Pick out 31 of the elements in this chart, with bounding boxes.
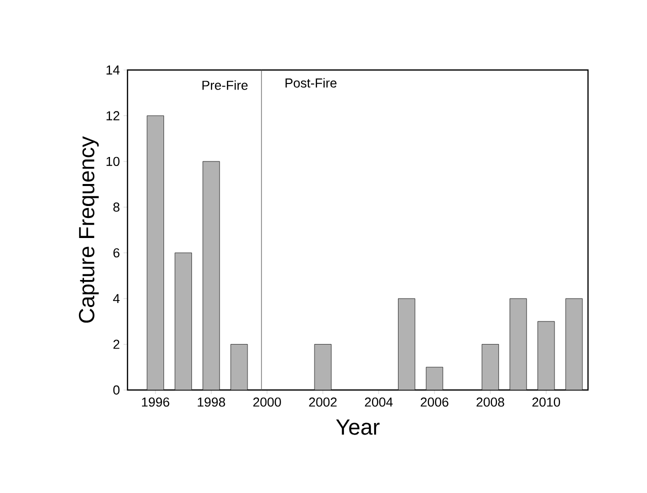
bar bbox=[426, 366, 444, 390]
bar bbox=[565, 298, 583, 390]
x-tick-label: 2008 bbox=[476, 398, 504, 407]
x-tick-label: 1998 bbox=[198, 398, 226, 407]
x-tick-label: 2006 bbox=[420, 398, 448, 407]
y-tick-label: 10 bbox=[106, 156, 120, 166]
bar bbox=[538, 321, 555, 390]
bar bbox=[398, 298, 416, 390]
x-tick-label: 2010 bbox=[532, 398, 560, 407]
x-tick-label: 2004 bbox=[364, 398, 393, 407]
x-tick-label: 2002 bbox=[309, 398, 337, 407]
x-tick-label: 1996 bbox=[142, 398, 170, 407]
bar bbox=[314, 344, 332, 390]
x-axis-title: Year bbox=[336, 420, 380, 435]
bar bbox=[174, 252, 192, 390]
annotation: Pre-Fire bbox=[202, 80, 248, 90]
y-tick-label: 2 bbox=[113, 340, 120, 349]
bar bbox=[482, 344, 499, 390]
y-tick-label: 12 bbox=[106, 111, 120, 120]
x-tick-label: 2000 bbox=[253, 398, 281, 407]
bar bbox=[202, 161, 220, 390]
bar bbox=[146, 116, 164, 390]
annotation: Post-Fire bbox=[286, 78, 336, 88]
y-tick-label: 0 bbox=[113, 385, 120, 395]
y-tick-label: 6 bbox=[113, 248, 120, 258]
y-tick-label: 14 bbox=[106, 66, 120, 74]
bar bbox=[230, 344, 248, 390]
bar bbox=[510, 298, 527, 390]
y-tick-label: 4 bbox=[113, 294, 120, 304]
y-tick-label: 8 bbox=[113, 202, 120, 212]
y-axis-title: Capture Frequency bbox=[78, 136, 99, 323]
